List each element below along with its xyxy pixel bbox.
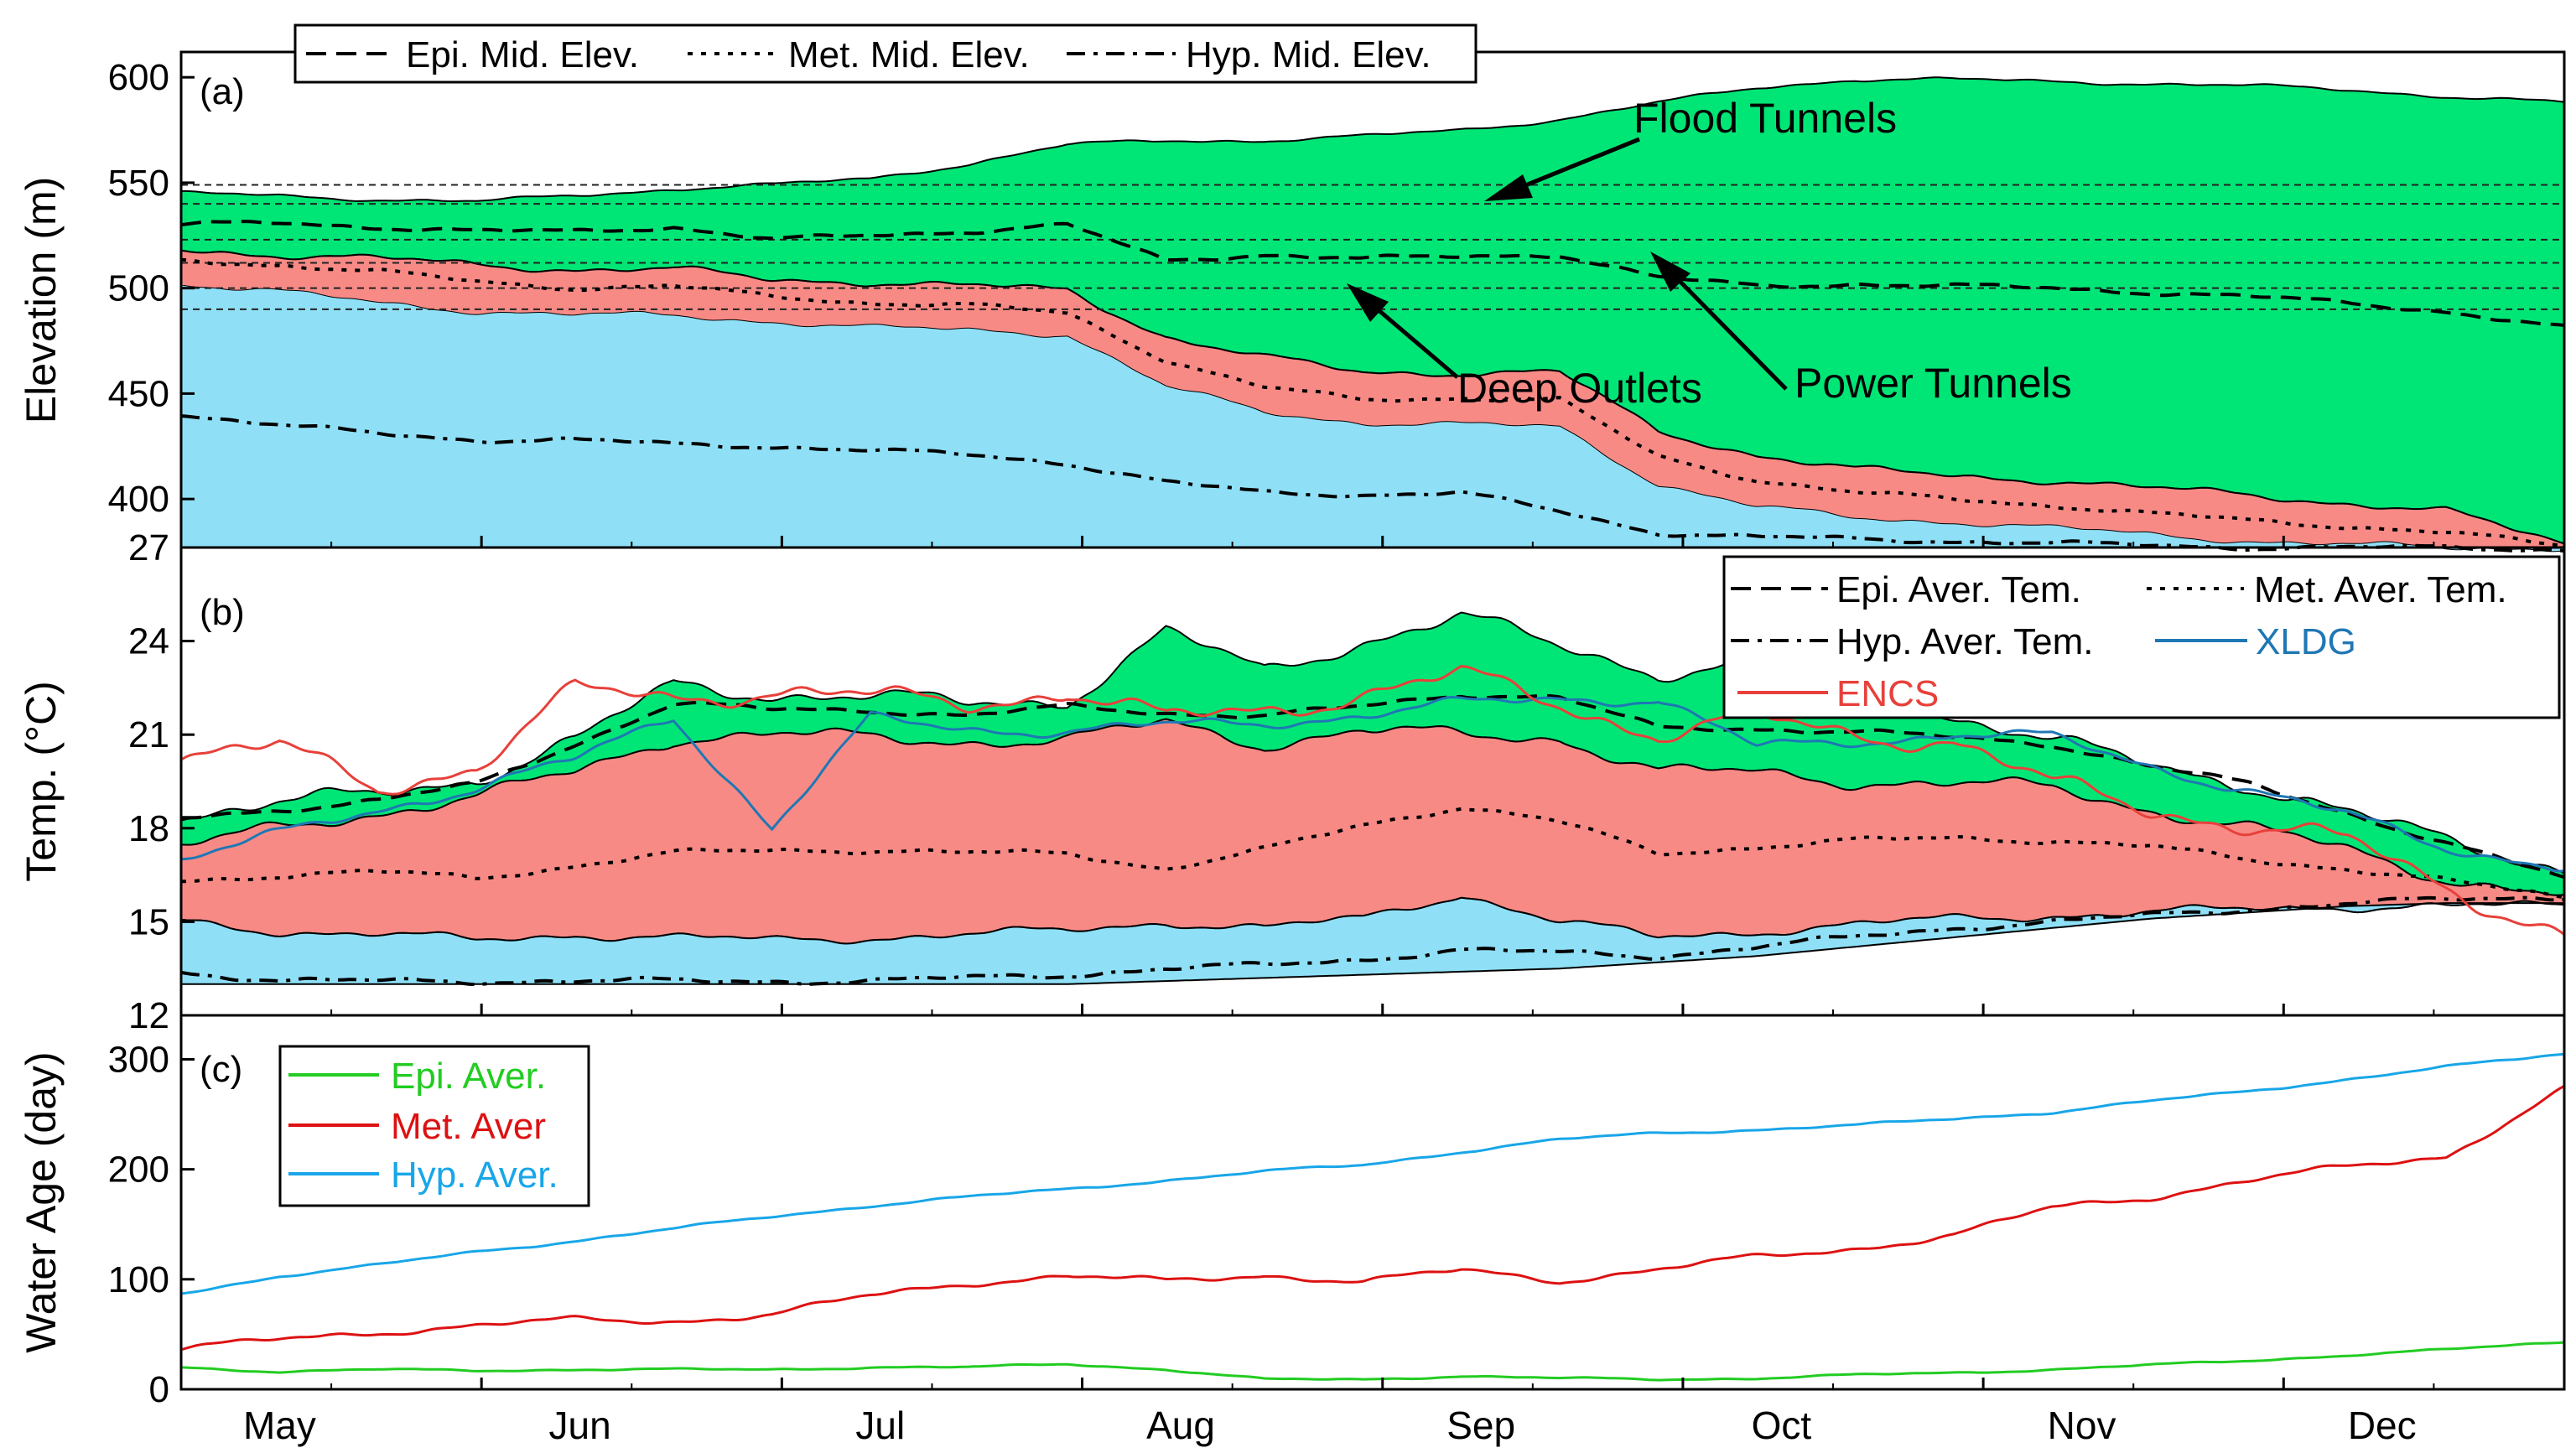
y-tick-label: 450 <box>108 373 169 414</box>
series-age-met-aver <box>180 1084 2565 1352</box>
series-age-hyp-aver- <box>180 1052 2565 1295</box>
panel-a-label: (a) <box>200 71 245 112</box>
y-tick-label: 200 <box>108 1149 169 1191</box>
legend-label-epi-mid: Epi. Mid. Elev. <box>406 34 639 75</box>
panel-a-x-ticks <box>179 536 2435 547</box>
legend-label-met-age: Met. Aver <box>391 1106 546 1147</box>
y-tick-label: 600 <box>108 57 169 98</box>
month-label-oct: Oct <box>1752 1404 1812 1447</box>
panel-b-legend: Epi. Aver. Tem. Met. Aver. Tem. Hyp. Ave… <box>1722 555 2561 719</box>
legend-label-encs: ENCS <box>1836 673 1939 714</box>
legend-label-hyp-age: Hyp. Aver. <box>391 1155 558 1196</box>
series-epi-aver-tem- <box>180 693 2565 880</box>
panel-a-mid-elevation-lines <box>180 220 2565 553</box>
y-tick-label: 300 <box>108 1039 169 1080</box>
series-epi-mid-elev- <box>180 220 2565 328</box>
series-encs <box>180 665 2565 936</box>
legend-label-met-mid: Met. Mid. Elev. <box>788 34 1030 75</box>
y-tick-label: 27 <box>128 527 169 568</box>
panel-a-y-axis: 400 450 500 550 600 <box>108 57 195 520</box>
legend-label-hyp-mid: Hyp. Mid. Elev. <box>1186 34 1431 75</box>
annotation-flood-tunnels: Flood Tunnels <box>1633 95 1897 142</box>
panel-b-lines <box>180 665 2565 987</box>
month-label-jul: Jul <box>855 1404 905 1447</box>
panel-b-label: (b) <box>200 592 245 633</box>
panel-a-ylabel: Elevation (m) <box>18 177 65 424</box>
legend-label-xldg: XLDG <box>2256 621 2356 662</box>
hypolimnion-area <box>181 285 2564 552</box>
series-xldg <box>180 695 2565 873</box>
legend-label-epi-aver-tem: Epi. Aver. Tem. <box>1836 569 2081 610</box>
month-label-sep: Sep <box>1446 1404 1515 1447</box>
y-tick-label: 24 <box>128 621 169 662</box>
panel-c-frame <box>179 1014 2566 1391</box>
panel-c-legend: Epi. Aver. Met. Aver Hyp. Aver. <box>278 1045 590 1207</box>
series-hyp-mid-elev- <box>180 414 2565 553</box>
y-tick-label: 12 <box>128 995 169 1036</box>
arrow-flood-tunnels <box>1510 137 1640 194</box>
y-tick-label: 500 <box>108 268 169 309</box>
month-label-may: May <box>243 1404 316 1447</box>
arrow-head-deep-outlets <box>1347 283 1389 322</box>
panel-a-elevation: 400 450 500 550 600 (a) Elevation (m) Epi. M… <box>18 23 2566 553</box>
panel-c-label: (c) <box>200 1049 242 1090</box>
panel-a-legend-box <box>293 23 1478 84</box>
month-label-dec: Dec <box>2348 1404 2417 1447</box>
x-axis-month-labels: May Jun Jul Aug Sep Oct Nov Dec <box>243 1404 2417 1447</box>
legend-label-hyp-aver-tem: Hyp. Aver. Tem. <box>1836 621 2094 662</box>
series-hyp-aver-tem- <box>180 895 2565 987</box>
series-met-mid-elev- <box>180 257 2565 548</box>
panel-a-legend: Epi. Mid. Elev. Met. Mid. Elev. Hyp. Mid… <box>293 23 1478 84</box>
panel-b-x-ticks <box>179 1004 2435 1015</box>
y-tick-label: 18 <box>128 808 169 849</box>
y-tick-label: 21 <box>128 714 169 755</box>
annotation-power-tunnels: Power Tunnels <box>1794 360 2072 407</box>
y-tick-label: 100 <box>108 1259 169 1300</box>
arrow-deep-outlets <box>1365 298 1459 379</box>
month-label-jun: Jun <box>549 1404 611 1447</box>
arrow-head-power-tunnels <box>1650 252 1690 292</box>
legend-label-epi-age: Epi. Aver. <box>391 1056 546 1097</box>
panel-c-y-axis: 0 100 200 300 <box>108 1039 195 1410</box>
arrow-head-flood-tunnels <box>1484 174 1533 201</box>
panel-b-temperature: 12 15 18 21 24 27 (b) Temp. (°C) Epi. Aver. T… <box>18 527 2566 1036</box>
annotation-deep-outlets: Deep Outlets <box>1457 365 1702 412</box>
panel-c-lines <box>180 1052 2565 1382</box>
panel-b-legend-box <box>1722 555 2561 719</box>
legend-label-met-aver-tem: Met. Aver. Tem. <box>2254 569 2507 610</box>
panel-b-y-axis: 12 15 18 21 24 27 <box>128 527 195 1036</box>
month-label-nov: Nov <box>2048 1404 2116 1447</box>
panel-c-legend-box <box>278 1045 590 1207</box>
y-tick-label: 0 <box>149 1369 169 1410</box>
y-tick-label: 550 <box>108 163 169 204</box>
panel-c-ylabel: Water Age (day) <box>18 1051 65 1352</box>
panel-b-ylabel: Temp. (°C) <box>18 681 65 881</box>
series-age-epi-aver- <box>180 1341 2565 1382</box>
month-label-aug: Aug <box>1146 1404 1215 1447</box>
y-tick-label: 400 <box>108 479 169 520</box>
arrow-power-tunnels <box>1667 268 1788 391</box>
panel-c-x-ticks <box>179 1378 2435 1389</box>
y-tick-label: 15 <box>128 901 169 942</box>
annotation-arrows <box>1347 137 1788 391</box>
